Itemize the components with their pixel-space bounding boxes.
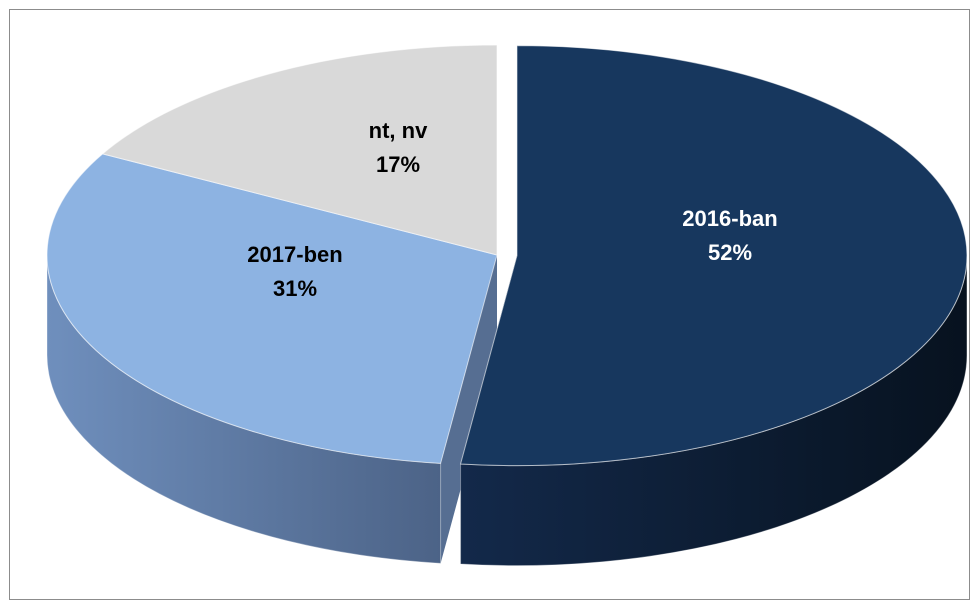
slice-value-2016-ban: 52% [708,240,752,265]
slice-value-nt-nv: 17% [376,152,420,177]
pie-tops [46,44,968,467]
slice-2016-ban [459,45,968,467]
pie-labels: 2016-ban 52% 2017-ben 31% nt, nv 17% [247,118,777,301]
slice-2017-ben [46,153,498,464]
slice-value-2017-ben: 31% [273,276,317,301]
slice-cut-2017-ben-0 [440,255,497,564]
slice-nt-nv [101,44,498,256]
slice-label-2016-ban: 2016-ban [682,206,777,231]
slice-label-2017-ben: 2017-ben [247,242,342,267]
slice-label-nt-nv: nt, nv [369,118,428,143]
